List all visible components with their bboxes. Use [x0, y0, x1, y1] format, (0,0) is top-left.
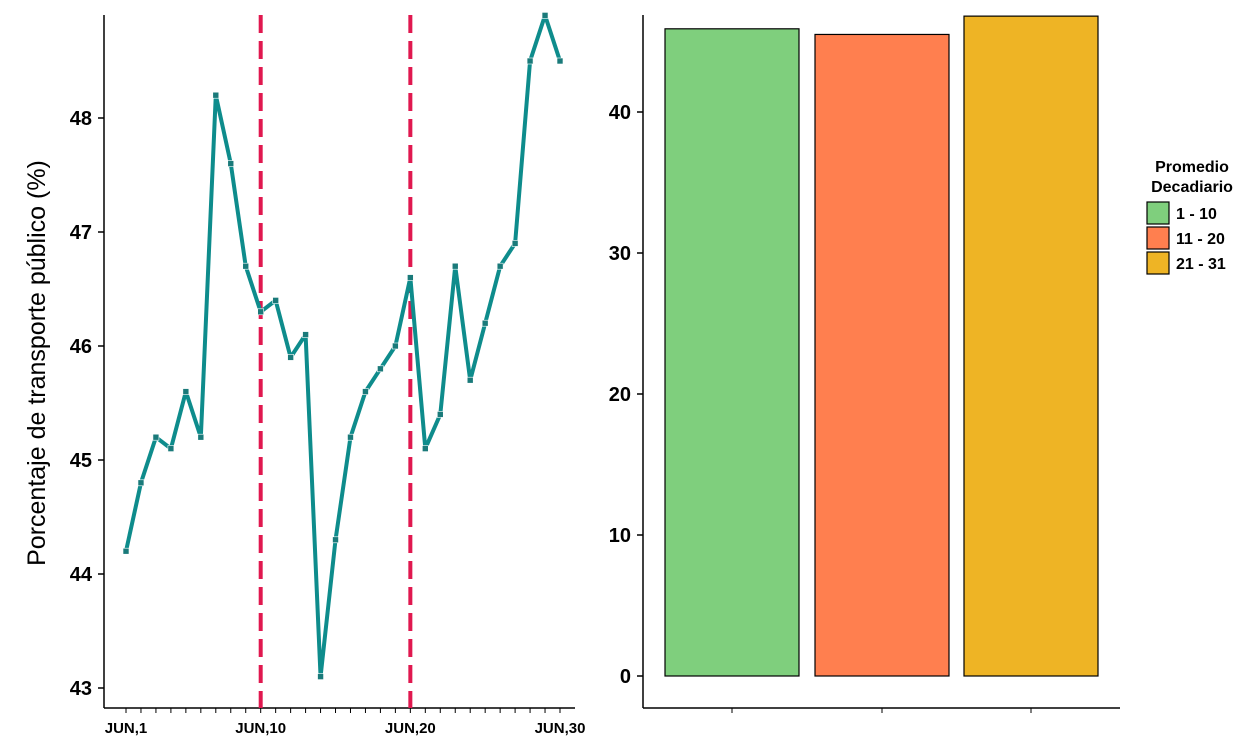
data-point [347, 433, 354, 441]
data-point [407, 274, 414, 281]
line-chart: Porcentaje de transporte público (%) 434… [23, 12, 585, 737]
data-point [152, 433, 160, 441]
series [122, 12, 564, 680]
series-line [124, 13, 562, 679]
data-point [377, 365, 384, 373]
x-tick-label: JUN,30 [535, 720, 586, 737]
data-point [137, 479, 145, 487]
data-point [257, 308, 264, 316]
legend-label: 1 - 10 [1176, 206, 1217, 223]
data-point [451, 262, 459, 270]
bar-y-ticks: 0 10 20 30 40 [609, 102, 643, 688]
legend-swatch [1146, 251, 1170, 275]
y-tick-label: 47 [70, 222, 92, 244]
y-tick-label: 45 [70, 450, 92, 472]
y-tick-label: 43 [70, 678, 92, 700]
data-point [481, 319, 489, 327]
y-ticks: 43 44 45 46 47 48 [70, 108, 104, 700]
data-point [227, 160, 235, 167]
data-point [556, 57, 564, 65]
bar [664, 28, 800, 677]
data-point [466, 376, 474, 384]
legend-swatch [1146, 226, 1170, 250]
data-point [272, 297, 279, 304]
data-point [317, 673, 324, 680]
data-point [182, 388, 190, 395]
legend-title-line-1: Promedio [1155, 159, 1229, 176]
bar-chart: 0 10 20 30 40 [609, 15, 1120, 713]
bars [664, 15, 1099, 677]
data-point [302, 331, 309, 338]
bar [814, 33, 950, 677]
legend-swatch [1146, 201, 1170, 225]
data-point [197, 433, 205, 441]
x-tick-label: JUN,10 [235, 720, 286, 737]
data-point [511, 240, 519, 247]
data-point [122, 547, 130, 555]
bar [963, 15, 1099, 677]
legend-items: 1 - 10 11 - 20 21 - 31 [1146, 201, 1226, 275]
data-point [541, 12, 549, 19]
data-point [362, 388, 369, 395]
legend-label: 21 - 31 [1176, 256, 1226, 273]
data-point [242, 262, 250, 270]
bar-y-tick-label: 10 [609, 525, 631, 547]
x-tick-label: JUN,1 [105, 720, 148, 737]
y-tick-label: 46 [70, 336, 92, 358]
bar-y-tick-label: 30 [609, 243, 631, 265]
bar-y-tick-label: 40 [609, 102, 631, 124]
data-point [436, 411, 444, 418]
legend-label: 11 - 20 [1176, 231, 1225, 248]
data-point [392, 342, 399, 350]
data-point [212, 91, 220, 99]
y-axis-label: Porcentaje de transporte público (%) [23, 160, 51, 566]
x-ticks: JUN,1 JUN,10 JUN,20 JUN,30 [105, 708, 586, 737]
data-point [332, 536, 339, 544]
data-point [422, 445, 429, 452]
bar-y-tick-label: 0 [620, 666, 631, 688]
legend: Promedio Decadiario 1 - 10 11 - 20 21 - 31 [1146, 159, 1233, 275]
bar-y-tick-label: 20 [609, 384, 631, 406]
x-tick-label: JUN,20 [385, 720, 436, 737]
data-point [496, 262, 504, 270]
data-point [287, 354, 294, 361]
data-point [167, 445, 175, 452]
reference-lines [258, 15, 413, 708]
bar-x-ticks [731, 708, 1032, 713]
y-tick-label: 44 [70, 564, 93, 586]
y-tick-label: 48 [70, 108, 92, 130]
data-point [526, 57, 534, 65]
legend-title-line-2: Decadiario [1151, 179, 1233, 196]
